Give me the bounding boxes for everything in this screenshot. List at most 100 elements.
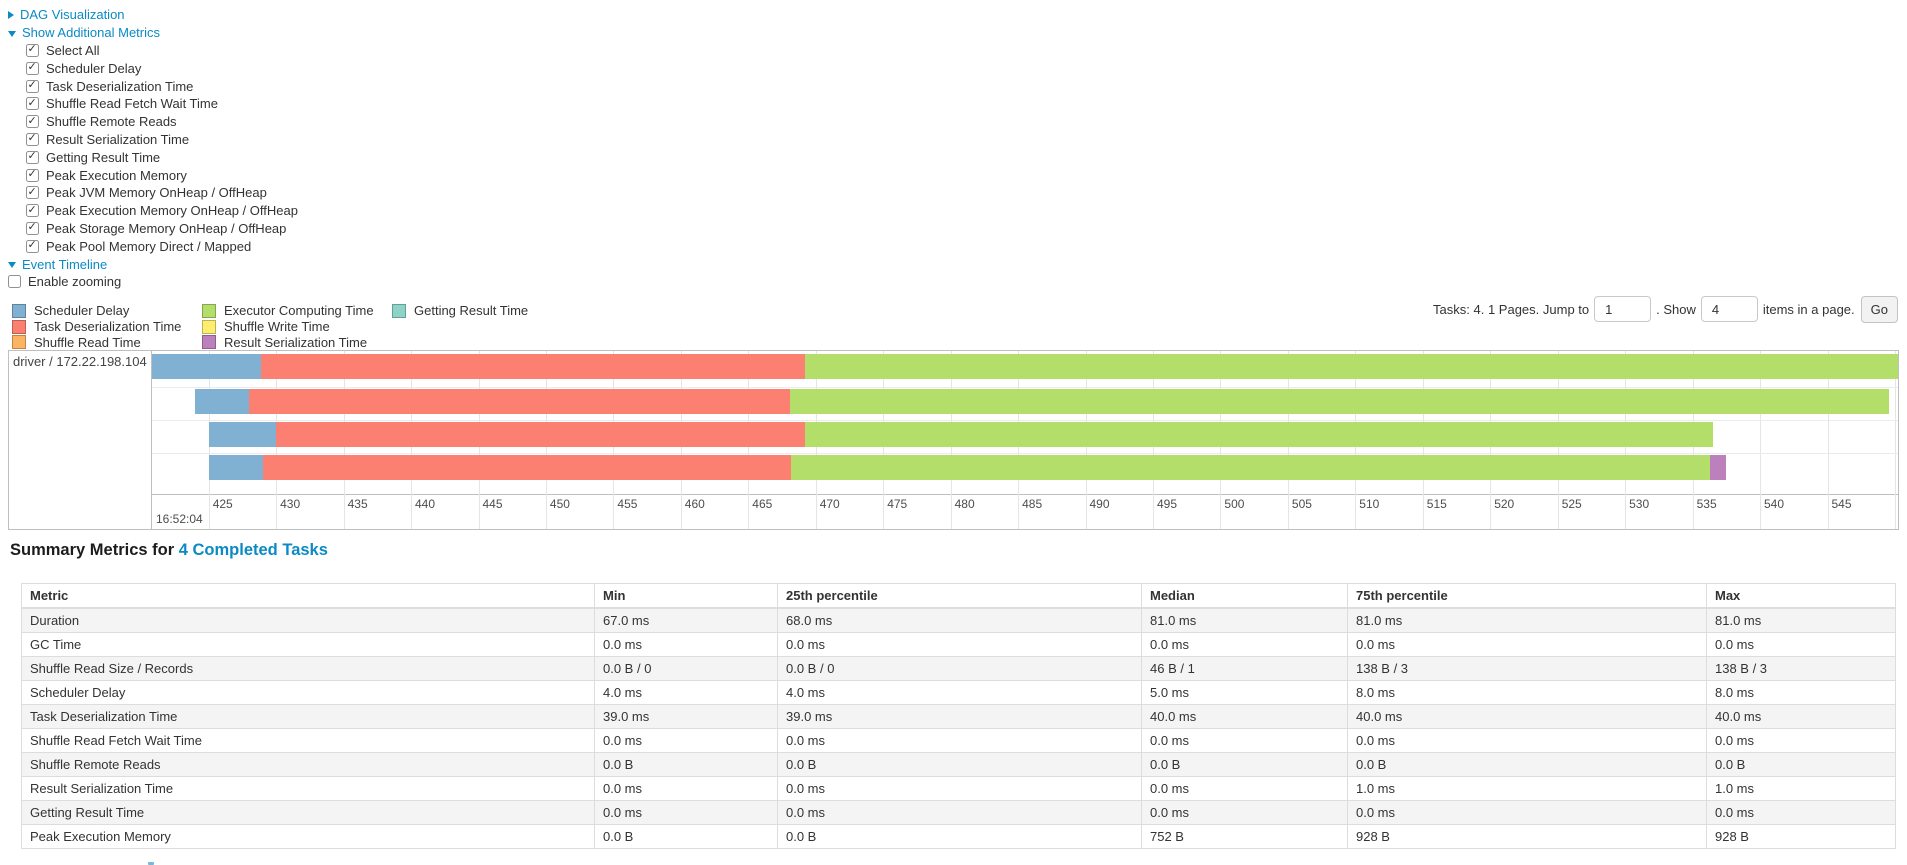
summary-row-result-serialization-time: Result Serialization Time 0.0 ms 0.0 ms 0.0… — [21, 776, 1896, 801]
timeline-tick-label: 515 — [1426, 497, 1447, 511]
metric-value-cell: 1.0 ms — [1706, 776, 1896, 801]
timeline-task-bar-task-1[interactable] — [195, 389, 1890, 414]
timeline-tick-label: 435 — [347, 497, 368, 511]
legend-label: Executor Computing Time — [224, 303, 374, 319]
metric-value-cell: 1.0 ms — [1347, 776, 1707, 801]
toggle-dag-visualization-label[interactable]: DAG Visualization — [20, 7, 125, 23]
timeline-tick-label: 475 — [887, 497, 908, 511]
timeline-segment-executor_computing — [804, 422, 1713, 447]
checkbox-label-peak-storage-memory-onheap-offheap: Peak Storage Memory OnHeap / OffHeap — [46, 220, 287, 236]
metric-value-cell: 0.0 B — [1706, 752, 1896, 777]
summary-row-getting-result-time: Getting Result Time 0.0 ms 0.0 ms 0.0 ms 0.0… — [21, 800, 1896, 825]
checkbox-label-task-deserialization-time: Task Deserialization Time — [46, 78, 194, 94]
summary-row-task-deserialization-time: Task Deserialization Time 39.0 ms 39.0 ms 4… — [21, 704, 1896, 729]
timeline-task-bar-task-3[interactable] — [208, 455, 1727, 480]
metric-name-cell: Scheduler Delay — [21, 680, 595, 705]
checkbox-peak-jvm-memory-onheap-offheap[interactable] — [26, 185, 39, 200]
metric-value-cell: 81.0 ms — [1141, 607, 1348, 633]
timeline-tick-label: 450 — [549, 497, 570, 511]
checkbox-shuffle-read-fetch-wait-time[interactable] — [26, 96, 39, 111]
checkbox-peak-pool-memory-direct-mapped[interactable] — [26, 238, 39, 253]
timeline-tick-label: 440 — [415, 497, 436, 511]
checkbox-shuffle-remote-reads[interactable] — [26, 114, 39, 129]
timeline-tick-label: 445 — [482, 497, 503, 511]
metric-value-cell: 138 B / 3 — [1706, 656, 1896, 681]
legend-item-task-deserialization-time: Task Deserialization Time — [12, 319, 202, 335]
timeline-tick-label: 430 — [280, 497, 301, 511]
checkbox-label-peak-jvm-memory-onheap-offheap: Peak JVM Memory OnHeap / OffHeap — [46, 185, 267, 201]
metric-value-cell: 138 B / 3 — [1347, 656, 1707, 681]
metric-value-cell: 0.0 ms — [1347, 632, 1707, 657]
checkbox-result-serialization-time[interactable] — [26, 131, 39, 146]
timeline-gridline — [1894, 351, 1896, 529]
metric-value-cell: 928 B — [1706, 824, 1896, 849]
metric-name-cell: Shuffle Remote Reads — [21, 752, 595, 777]
metric-value-cell: 0.0 B — [594, 752, 778, 777]
metric-value-cell: 0.0 B — [777, 824, 1142, 849]
checkbox-label-getting-result-time: Getting Result Time — [46, 149, 161, 165]
clipped-content-fragment — [148, 862, 154, 865]
metric-value-cell: 0.0 ms — [777, 728, 1142, 753]
checkbox-select-all[interactable] — [26, 42, 39, 57]
legend-column-3: Getting Result Time — [392, 303, 528, 350]
summary-row-peak-execution-memory: Peak Execution Memory 0.0 B 0.0 B 752 B 928 … — [21, 824, 1896, 849]
metric-name-cell: Duration — [21, 607, 595, 633]
timeline-tick-label: 455 — [617, 497, 638, 511]
toggle-show-additional-metrics[interactable]: Show Additional Metrics — [8, 25, 160, 40]
timeline-segment-task_deserialization — [249, 389, 791, 414]
checkbox-peak-execution-memory[interactable] — [26, 167, 39, 182]
timeline-task-bar-task-2[interactable] — [208, 422, 1713, 447]
metric-value-cell: 0.0 ms — [1141, 776, 1348, 801]
timeline-axis-line — [152, 494, 1898, 495]
caret-down-icon — [8, 262, 16, 269]
checkbox-label-scheduler-delay: Scheduler Delay — [46, 60, 142, 76]
toggle-dag-visualization[interactable]: DAG Visualization — [8, 7, 125, 22]
checkbox-label-shuffle-read-fetch-wait-time: Shuffle Read Fetch Wait Time — [46, 96, 218, 112]
summary-table-header-row: Metric Min 25th percentile Median 75th perce… — [21, 583, 1896, 609]
legend-label: Shuffle Read Time — [34, 334, 141, 350]
metric-value-cell: 0.0 ms — [777, 632, 1142, 657]
timeline-segment-scheduler_delay — [195, 389, 250, 414]
timeline-tick-label: 470 — [819, 497, 840, 511]
metric-value-cell: 46 B / 1 — [1141, 656, 1348, 681]
timeline-tick-label: 500 — [1224, 497, 1245, 511]
timeline-task-bar-task-0[interactable] — [152, 354, 1898, 379]
completed-tasks-link[interactable]: 4 Completed Tasks — [178, 541, 328, 559]
metric-value-cell: 40.0 ms — [1347, 704, 1707, 729]
timeline-time-label: 16:52:04 — [156, 512, 203, 526]
timeline-lane-line — [152, 420, 1898, 421]
toggle-event-timeline-label[interactable]: Event Timeline — [22, 256, 108, 272]
go-button[interactable]: Go — [1860, 295, 1898, 323]
timeline-tick-label: 530 — [1629, 497, 1650, 511]
timeline-label-panel: driver / 172.22.198.104 — [9, 351, 152, 529]
timeline-tick-label: 460 — [684, 497, 705, 511]
stage-toggle-list: DAG Visualization Show Additional Metrics… — [8, 6, 298, 291]
checkbox-task-deserialization-time[interactable] — [26, 78, 39, 93]
metric-value-cell: 0.0 B / 0 — [594, 656, 778, 681]
timeline-segment-executor_computing — [791, 455, 1711, 480]
toggle-event-timeline[interactable]: Event Timeline — [8, 257, 107, 272]
summary-metrics-table: Metric Min 25th percentile Median 75th perce… — [21, 583, 1896, 849]
checkbox-enable-zooming[interactable] — [8, 275, 21, 289]
metric-value-cell: 0.0 ms — [1706, 728, 1896, 753]
metric-value-cell: 0.0 ms — [594, 728, 778, 753]
legend-swatch-getting_result — [392, 303, 406, 318]
toggle-show-additional-metrics-label[interactable]: Show Additional Metrics — [22, 25, 161, 41]
checkbox-peak-storage-memory-onheap-offheap[interactable] — [26, 220, 39, 235]
metric-value-cell: 8.0 ms — [1347, 680, 1707, 705]
task-pagination: Tasks: 4. 1 Pages. Jump to . Show items … — [1433, 293, 1898, 325]
legend-label: Result Serialization Time — [224, 334, 368, 350]
checkbox-peak-execution-memory-onheap-offheap[interactable] — [26, 203, 39, 218]
jump-to-page-input[interactable] — [1594, 296, 1652, 322]
summary-header-75th-percentile: 75th percentile — [1347, 583, 1707, 609]
metric-value-cell: 81.0 ms — [1347, 607, 1707, 633]
items-per-page-input[interactable] — [1700, 296, 1758, 322]
timeline-segment-executor_computing — [804, 354, 1898, 379]
timeline-plot-area: 16:52:04 425 430 435 440 445 450 455 460 465 470 4… — [152, 351, 1898, 529]
metric-value-cell: 5.0 ms — [1141, 680, 1348, 705]
checkbox-label-peak-execution-memory-onheap-offheap: Peak Execution Memory OnHeap / OffHeap — [46, 203, 298, 219]
checkbox-getting-result-time[interactable] — [26, 149, 39, 164]
metric-value-cell: 0.0 ms — [777, 776, 1142, 801]
checkbox-scheduler-delay[interactable] — [26, 60, 39, 75]
metric-value-cell: 0.0 ms — [594, 800, 778, 825]
